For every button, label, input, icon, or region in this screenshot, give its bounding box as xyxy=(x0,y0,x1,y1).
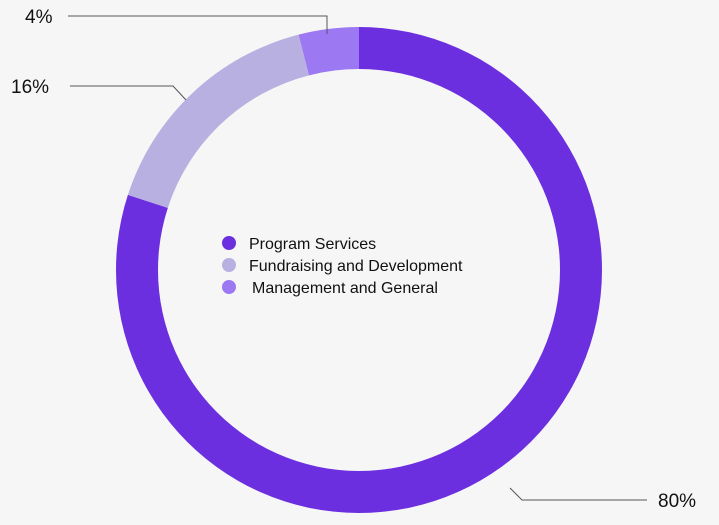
leader-line-program xyxy=(509,487,647,501)
legend-swatch-fundraising xyxy=(222,258,236,272)
legend: Program Services Fundraising and Develop… xyxy=(222,236,463,297)
donut-slices xyxy=(116,27,602,513)
donut-slice-management-and-general xyxy=(298,27,359,76)
legend-swatch-program-services xyxy=(222,236,236,250)
legend-label-management: Management and General xyxy=(252,280,438,297)
leader-line-management xyxy=(68,15,328,34)
legend-label-program-services: Program Services xyxy=(249,236,376,253)
slice-label-management: 4% xyxy=(25,7,53,28)
donut-slice-fundraising-and-development xyxy=(127,34,310,208)
slice-label-program: 80% xyxy=(658,491,696,512)
slice-label-fundraising: 16% xyxy=(11,77,49,98)
legend-swatch-management xyxy=(222,280,236,294)
legend-label-fundraising: Fundraising and Development xyxy=(249,258,463,275)
leader-line-fundraising xyxy=(70,85,187,101)
